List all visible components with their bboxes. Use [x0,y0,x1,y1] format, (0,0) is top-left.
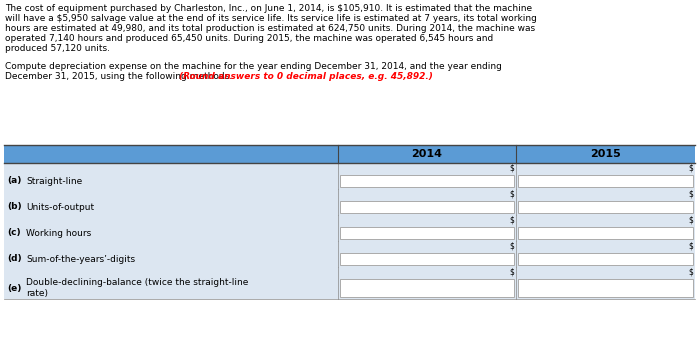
Text: (d): (d) [7,254,22,264]
Text: will have a $5,950 salvage value at the end of its service life. Its service lif: will have a $5,950 salvage value at the … [5,14,537,23]
Bar [340,201,514,213]
Bar [518,253,693,265]
Text: Working hours: Working hours [26,229,91,238]
Bar [4,215,695,225]
Text: hours are estimated at 49,980, and its total production is estimated at 624,750 : hours are estimated at 49,980, and its t… [5,24,535,33]
Text: $: $ [688,267,693,276]
Bar [340,175,514,187]
Bar [4,199,695,215]
Text: $: $ [509,163,514,173]
Bar [4,267,695,277]
Text: produced 57,120 units.: produced 57,120 units. [5,44,110,53]
Text: $: $ [509,189,514,198]
Bar [340,279,514,297]
Text: (c): (c) [7,229,20,238]
Bar [518,279,693,297]
Text: December 31, 2015, using the following methods.: December 31, 2015, using the following m… [5,72,235,81]
Bar [4,225,695,241]
Text: Sum-of-the-years’-digits: Sum-of-the-years’-digits [26,254,135,264]
Text: Straight-line: Straight-line [26,176,83,186]
Text: Units-of-output: Units-of-output [26,203,94,211]
Text: (a): (a) [7,176,22,186]
Text: $: $ [509,216,514,224]
Text: (b): (b) [7,203,22,211]
Text: rate): rate) [26,289,48,299]
Text: Double-declining-balance (twice the straight-line: Double-declining-balance (twice the stra… [26,278,248,287]
Bar [518,227,693,239]
Text: 2014: 2014 [412,149,442,159]
Bar [340,227,514,239]
Text: $: $ [509,241,514,251]
Bar [4,173,695,189]
Bar [4,145,695,163]
Bar [4,163,695,173]
Text: operated 7,140 hours and produced 65,450 units. During 2015, the machine was ope: operated 7,140 hours and produced 65,450… [5,34,493,43]
Text: $: $ [688,163,693,173]
Bar [4,277,695,299]
Text: $: $ [688,189,693,198]
Bar [518,175,693,187]
Bar [4,189,695,199]
Text: 2015: 2015 [590,149,621,159]
Bar [518,201,693,213]
Text: (e): (e) [7,284,22,293]
Bar [340,253,514,265]
Text: The cost of equipment purchased by Charleston, Inc., on June 1, 2014, is $105,91: The cost of equipment purchased by Charl… [5,4,532,13]
Text: $: $ [509,267,514,276]
Text: $: $ [688,241,693,251]
Text: $: $ [688,216,693,224]
Text: (Round answers to 0 decimal places, e.g. 45,892.): (Round answers to 0 decimal places, e.g.… [179,72,433,81]
Text: Compute depreciation expense on the machine for the year ending December 31, 201: Compute depreciation expense on the mach… [5,62,502,71]
Bar [4,241,695,251]
Bar [4,251,695,267]
